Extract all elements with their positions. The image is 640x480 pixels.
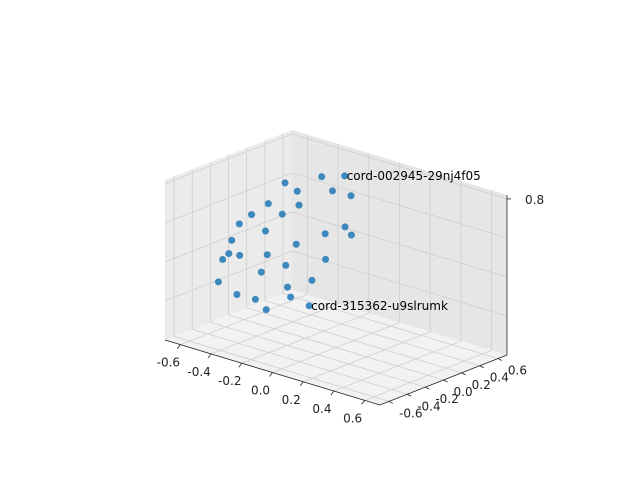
x-tick-mark — [269, 372, 273, 377]
data-point — [235, 220, 243, 228]
z-grid-line — [164, 133, 508, 200]
data-point — [263, 251, 271, 259]
y-grid-line — [228, 155, 444, 381]
x-grid-line — [241, 153, 370, 364]
x-tick-label: 0.0 — [251, 384, 270, 398]
z-grid-line — [164, 250, 508, 317]
data-point — [293, 187, 301, 195]
x-tick-label: 0.2 — [282, 393, 301, 407]
x-tick-label: -0.6 — [157, 356, 180, 370]
x-tick-mark — [177, 344, 181, 349]
data-point — [278, 210, 286, 218]
x-tick-mark — [299, 381, 304, 387]
data-point — [295, 201, 303, 209]
x-tick-label: -0.4 — [187, 365, 210, 379]
data-point — [228, 236, 236, 244]
data-point — [321, 230, 329, 238]
grid-lines — [164, 133, 508, 402]
data-point — [236, 251, 244, 259]
y-tick-label: 0.6 — [508, 364, 527, 378]
data-point — [225, 250, 233, 258]
y-tick-mark — [461, 372, 466, 376]
y-tick-label: -0.4 — [417, 399, 440, 413]
data-point — [264, 200, 272, 208]
data-point — [341, 172, 349, 180]
data-point — [262, 306, 270, 314]
x-tick-mark — [330, 390, 335, 396]
point-label: cord-002945-29nj4f05 — [347, 169, 481, 183]
data-point — [341, 223, 349, 231]
x-grid-line — [210, 143, 339, 355]
x-tick-label: 0.4 — [312, 402, 331, 416]
y-grid-line — [209, 162, 426, 388]
data-point — [281, 179, 289, 187]
y-tick-mark — [479, 365, 484, 369]
data-points — [214, 172, 355, 314]
data-point — [347, 192, 355, 200]
x-tick-label: -0.2 — [218, 374, 241, 388]
data-point — [305, 302, 313, 310]
data-point — [248, 211, 256, 219]
y-tick-label: -0.2 — [435, 392, 458, 406]
y-tick-mark — [407, 393, 412, 397]
x-grid-line — [333, 181, 462, 392]
x-grid-line — [180, 134, 308, 346]
x-grid-line — [303, 171, 431, 383]
z-tick-label: 0.8 — [525, 193, 544, 207]
x-tick-mark — [361, 400, 365, 405]
data-point — [262, 227, 269, 235]
data-point — [219, 256, 227, 264]
z-grid-line — [164, 211, 508, 278]
data-point — [233, 290, 241, 298]
data-point — [251, 295, 259, 303]
y-tick-mark — [443, 379, 448, 383]
y-tick-label: 0.2 — [472, 378, 491, 392]
point-label: cord-315362-u9slrumk — [311, 299, 448, 313]
data-point — [318, 173, 326, 181]
data-point — [292, 240, 300, 248]
data-point — [308, 276, 316, 284]
data-point — [257, 268, 265, 276]
y-grid-line — [191, 169, 408, 395]
y-tick-label: 0.0 — [454, 385, 473, 399]
point-labels: cord-002945-29nj4f05 cord-315362-u9slrumk — [311, 169, 481, 313]
y-grid-line — [173, 176, 390, 402]
data-point — [329, 187, 336, 195]
x-grid-line — [272, 162, 400, 373]
x-tick-mark — [207, 353, 212, 359]
data-point — [347, 231, 355, 239]
y-tick-label: -0.6 — [399, 406, 422, 420]
y-tick-label: 0.4 — [490, 371, 509, 385]
y-tick-mark — [497, 358, 503, 361]
x-tick-mark — [238, 362, 243, 368]
z-grid-line — [164, 172, 508, 239]
y-tick-mark — [388, 401, 394, 404]
data-point — [287, 293, 295, 301]
x-grid-line — [364, 190, 493, 401]
y-grid-line — [246, 147, 462, 374]
tick-labels: -0.6-0.4-0.20.00.20.40.6 -0.6-0.4-0.20.00… — [157, 193, 544, 425]
data-point — [214, 278, 222, 286]
y-grid-line — [264, 140, 480, 367]
data-point — [282, 261, 290, 269]
data-point — [284, 283, 291, 291]
y-tick-mark — [425, 386, 430, 390]
x-tick-label: 0.6 — [343, 411, 362, 425]
data-point — [322, 255, 330, 263]
y-grid-line — [282, 133, 499, 359]
